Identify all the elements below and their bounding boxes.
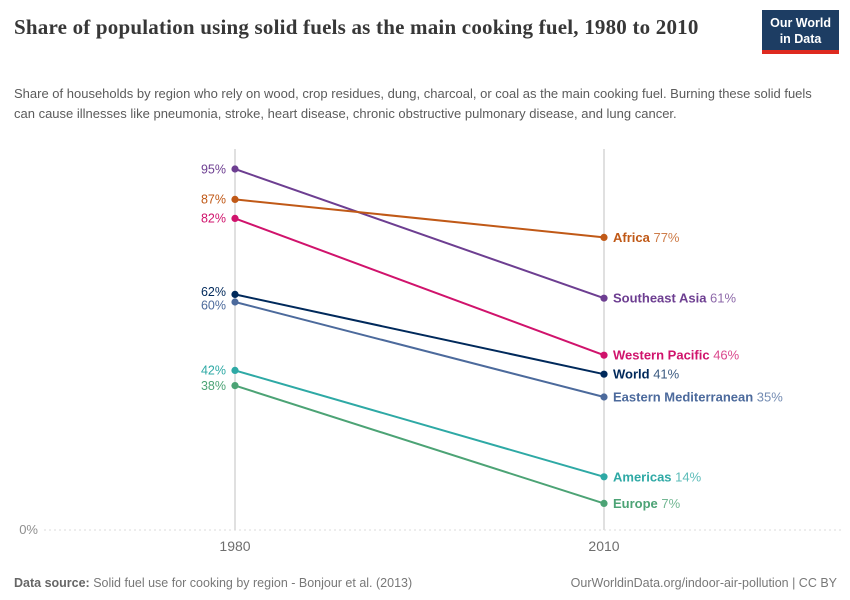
footer-link[interactable]: OurWorldinData.org/indoor-air-pollution … bbox=[570, 576, 837, 590]
series-end-label[interactable]: Americas 14% bbox=[613, 469, 702, 484]
series-start-label: 82% bbox=[201, 212, 226, 226]
series-line[interactable] bbox=[234, 198, 605, 239]
data-point[interactable] bbox=[231, 298, 239, 306]
series-start-label: 60% bbox=[201, 298, 226, 312]
data-point[interactable] bbox=[231, 165, 239, 173]
data-point[interactable] bbox=[600, 499, 608, 507]
series-end-label[interactable]: Eastern Mediterranean 35% bbox=[613, 390, 783, 405]
series-end-label[interactable]: Europe 7% bbox=[613, 496, 681, 511]
series-start-label: 38% bbox=[201, 379, 226, 393]
data-point[interactable] bbox=[600, 473, 608, 481]
series-end-label[interactable]: World 41% bbox=[613, 367, 680, 382]
data-source-label: Data source: bbox=[14, 576, 90, 590]
data-source-text: Solid fuel use for cooking by region - B… bbox=[89, 576, 413, 590]
data-point[interactable] bbox=[600, 233, 608, 241]
y-axis-zero-label: 0% bbox=[19, 522, 38, 537]
chart-footer: Data source: Solid fuel use for cooking … bbox=[14, 576, 837, 590]
owid-logo-line2: in Data bbox=[779, 32, 822, 46]
x-tick-label: 2010 bbox=[588, 538, 619, 554]
series-end-label[interactable]: Southeast Asia 61% bbox=[613, 291, 737, 306]
data-point[interactable] bbox=[231, 195, 239, 203]
series-line[interactable] bbox=[234, 293, 605, 376]
x-tick-label: 1980 bbox=[219, 538, 250, 554]
series-end-label[interactable]: Africa 77% bbox=[613, 230, 680, 245]
data-source: Data source: Solid fuel use for cooking … bbox=[14, 576, 412, 590]
series-start-label: 62% bbox=[201, 285, 226, 299]
data-point[interactable] bbox=[600, 294, 608, 302]
data-point[interactable] bbox=[600, 370, 608, 378]
series-start-label: 95% bbox=[201, 162, 226, 176]
series-line[interactable] bbox=[234, 301, 605, 398]
chart-title: Share of population using solid fuels as… bbox=[14, 15, 699, 39]
owid-logo-line1: Our World bbox=[770, 16, 831, 30]
data-point[interactable] bbox=[600, 393, 608, 401]
owid-logo[interactable]: Our World in Data bbox=[762, 10, 839, 54]
data-point[interactable] bbox=[231, 290, 239, 298]
series-end-label[interactable]: Western Pacific 46% bbox=[613, 348, 740, 363]
data-point[interactable] bbox=[231, 382, 239, 390]
series-line[interactable] bbox=[234, 384, 605, 505]
chart-subtitle: Share of households by region who rely o… bbox=[14, 86, 812, 121]
series-line[interactable] bbox=[234, 168, 605, 300]
series-line[interactable] bbox=[234, 217, 605, 357]
data-point[interactable] bbox=[600, 351, 608, 359]
series-start-label: 87% bbox=[201, 193, 226, 207]
series-line[interactable] bbox=[234, 369, 605, 478]
data-point[interactable] bbox=[231, 214, 239, 222]
series-start-label: 42% bbox=[201, 364, 226, 378]
data-point[interactable] bbox=[231, 366, 239, 374]
slope-chart: 1980 2010 0% 95% Southeast Asia 61% 87% Africa… bbox=[19, 149, 842, 554]
